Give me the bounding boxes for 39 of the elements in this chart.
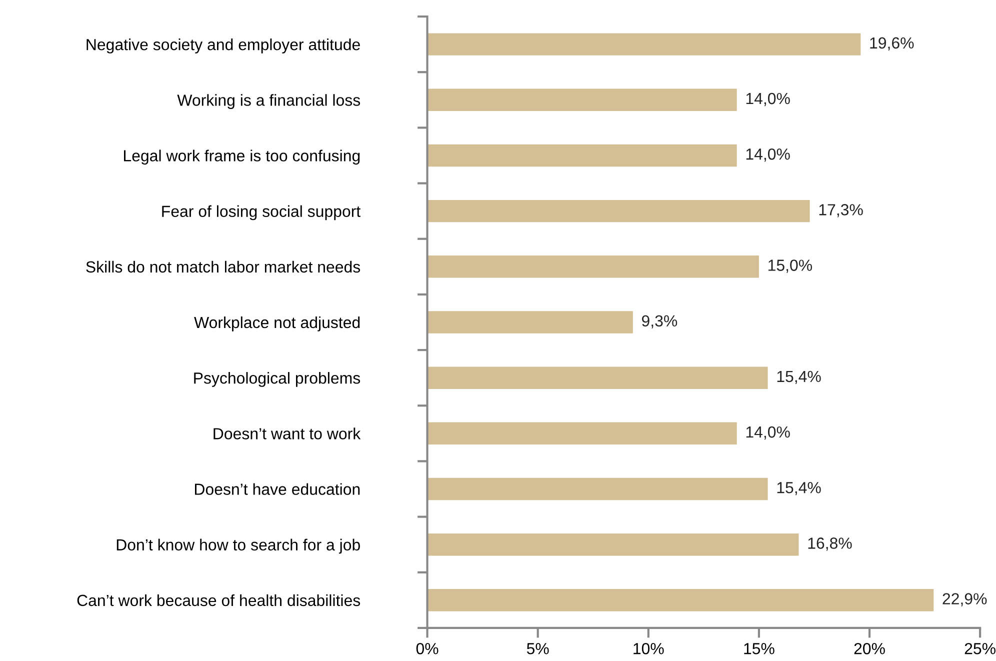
bar [427,256,759,278]
x-tick-label: 5% [526,643,549,654]
data-label: 14,0% [746,426,790,440]
x-tick-label: 0% [416,642,438,654]
data-label: 15,0% [768,260,812,273]
x-tick-label: 15% [744,643,774,654]
x-tick-label: 25% [964,642,996,654]
data-label: 22,9% [942,593,987,606]
y-tick-label: Working is a financial loss [177,94,360,110]
y-tick-label: Psychological problems [194,372,360,387]
y-tick-label: Skills do not match labor market needs [86,260,360,273]
bar [427,533,799,556]
data-label: 15,4% [777,482,821,496]
bar [427,88,737,112]
x-tick-label: 20% [854,642,885,654]
data-label: 15,4% [777,370,821,384]
bar [427,144,737,167]
data-label: 17,3% [819,204,863,218]
y-tick-label: Fear of losing social support [162,205,361,220]
y-tick-label: Doesn’t have education [195,483,360,495]
y-tick-label: Legal work frame is too confusing [124,150,360,165]
data-label: 19,6% [870,37,914,50]
bar [427,200,810,222]
data-label: 14,0% [746,92,790,106]
data-label: 16,8% [808,538,852,551]
data-label: 14,0% [746,148,790,162]
bar [427,33,861,56]
y-tick-label: Don’t know how to search for a job [116,538,360,554]
y-tick-label: Negative society and employer attitude [86,38,360,54]
y-tick-label: Doesn’t want to work [214,428,361,440]
bar [427,311,633,334]
bar [427,589,934,612]
data-label: 9,3% [642,315,678,328]
x-tick-label: 10% [634,642,664,654]
y-tick-label: Workplace not adjusted [194,316,360,332]
bar [427,366,768,389]
bar [427,478,768,500]
bar [427,422,737,445]
y-tick-label: Can’t work because of health disabilities [77,594,360,606]
